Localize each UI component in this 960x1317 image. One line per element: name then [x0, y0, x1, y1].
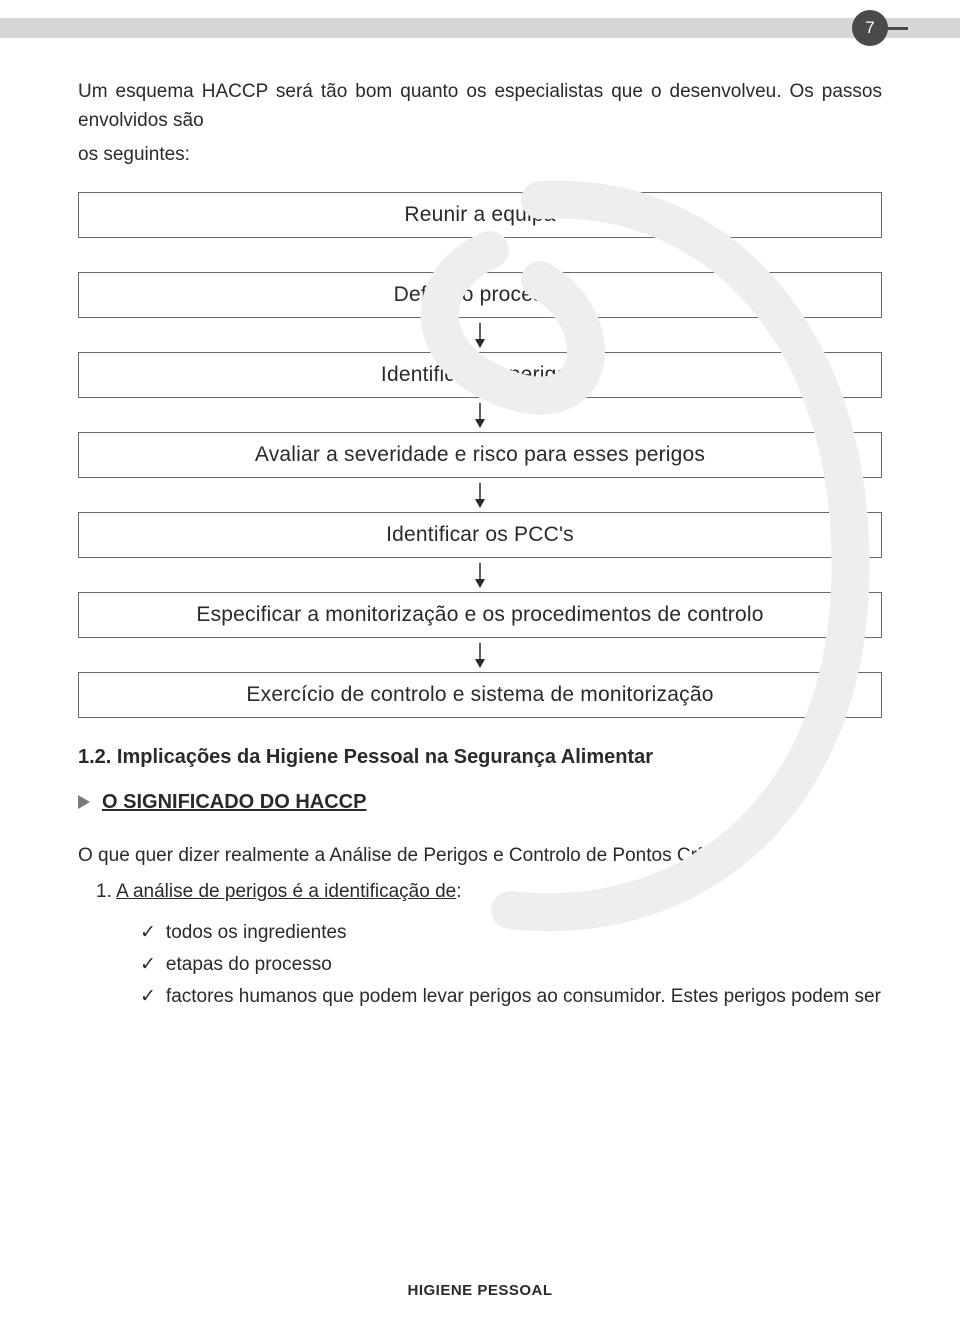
- triangle-bullet-icon: [78, 795, 90, 809]
- question-text: O que quer dizer realmente a Análise de …: [78, 842, 882, 871]
- flow-arrow: [473, 558, 487, 592]
- flow-arrow: [473, 638, 487, 672]
- flow-box-3: Identificar os perigos: [78, 352, 882, 398]
- header-bar: [0, 18, 960, 38]
- flow-box-label: Especificar a monitorização e os procedi…: [196, 603, 763, 626]
- check-icon: ✓: [140, 949, 156, 981]
- checklist-text: factores humanos que podem levar perigos…: [166, 981, 881, 1013]
- checklist: ✓ todos os ingredientes ✓ etapas do proc…: [78, 917, 882, 1014]
- enum-item-1: 1. A análise de perigos é a identificaçã…: [78, 878, 882, 907]
- footer-title: HIGIENE PESSOAL: [0, 1282, 960, 1299]
- check-icon: ✓: [140, 981, 156, 1013]
- flow-box-label: Reunir a equipa: [404, 203, 555, 226]
- enum-suffix: :: [456, 881, 461, 902]
- flow-box-1: Reunir a equipa: [78, 192, 882, 238]
- flowchart: Reunir a equipa Definir o processo Ident…: [78, 192, 882, 718]
- checklist-item: ✓ todos os ingredientes: [140, 917, 882, 949]
- flow-box-label: Identificar os PCC's: [386, 523, 574, 546]
- intro-paragraph: Um esquema HACCP será tão bom quanto os …: [78, 78, 882, 135]
- subheading-text: O SIGNIFICADO DO HACCP: [102, 791, 366, 814]
- enum-underlined: A análise de perigos é a identificação d…: [116, 881, 456, 902]
- checklist-item: ✓ etapas do processo: [140, 949, 882, 981]
- page-number: 7: [865, 18, 874, 38]
- flow-box-6: Especificar a monitorização e os procedi…: [78, 592, 882, 638]
- page: 7 Um esquema HACCP será tão bom quanto o…: [0, 0, 960, 1317]
- page-number-tail: [878, 27, 908, 30]
- flow-box-label: Identificar os perigos: [381, 363, 579, 386]
- checklist-text: todos os ingredientes: [166, 917, 347, 949]
- check-icon: ✓: [140, 917, 156, 949]
- flow-box-5: Identificar os PCC's: [78, 512, 882, 558]
- intro-line1: Um esquema HACCP será tão bom quanto os …: [78, 81, 882, 131]
- flow-box-label: Definir o processo: [394, 283, 567, 306]
- flow-box-2: Definir o processo: [78, 272, 882, 318]
- flow-box-label: Exercício de controlo e sistema de monit…: [246, 683, 713, 706]
- flow-arrow: [473, 478, 487, 512]
- flow-box-7: Exercício de controlo e sistema de monit…: [78, 672, 882, 718]
- intro-line2-wrap: os seguintes:: [78, 141, 882, 170]
- flow-arrow: [473, 318, 487, 352]
- intro-line2: os seguintes:: [78, 144, 190, 165]
- checklist-text: etapas do processo: [166, 949, 332, 981]
- flow-box-4: Avaliar a severidade e risco para esses …: [78, 432, 882, 478]
- content-area: Um esquema HACCP será tão bom quanto os …: [78, 0, 882, 1013]
- checklist-item: ✓ factores humanos que podem levar perig…: [140, 981, 882, 1013]
- flow-arrow: [473, 398, 487, 432]
- subheading-row: O SIGNIFICADO DO HACCP: [78, 791, 882, 814]
- section-title: 1.2. Implicações da Higiene Pessoal na S…: [78, 746, 882, 769]
- flow-arrow: [473, 238, 487, 272]
- enum-prefix: 1.: [96, 881, 116, 902]
- flow-box-label: Avaliar a severidade e risco para esses …: [255, 443, 705, 466]
